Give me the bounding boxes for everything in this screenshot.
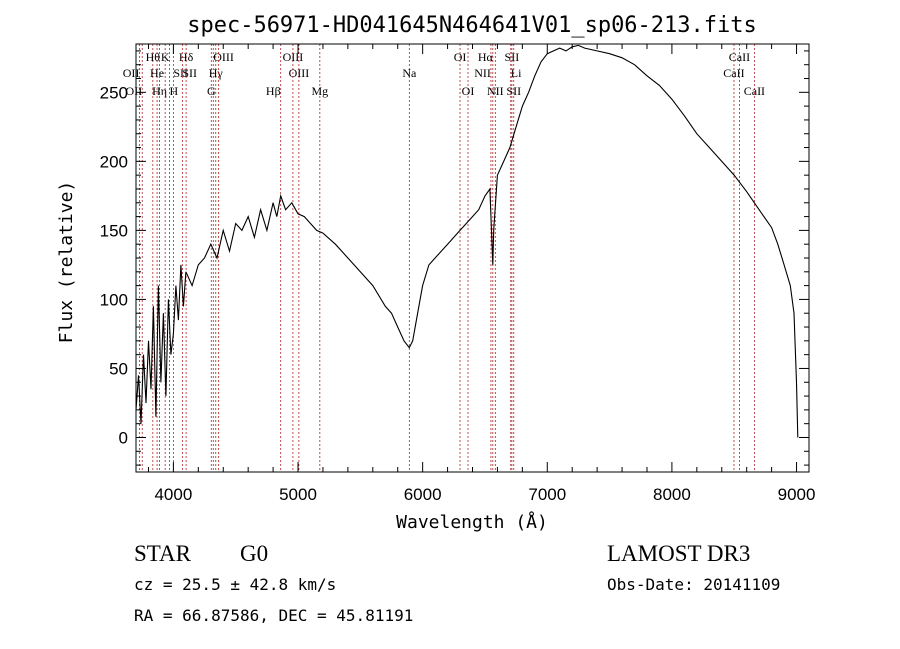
class-label: STAR <box>134 541 192 566</box>
y-tick-label: 200 <box>100 152 128 171</box>
spectral-lines: OIIOIIHθHeHηKHSIIHδSIIGOIIIHγHβOIIIOIIIM… <box>123 44 765 472</box>
y-tick-label: 0 <box>119 428 128 447</box>
line-label: Hθ <box>146 50 161 64</box>
line-label: OI <box>454 50 467 64</box>
axis-ticks: 4000 5000 6000 7000 8000 9000 0 50 100 150 200 250 <box>100 44 816 504</box>
line-label: NII <box>474 66 491 80</box>
line-label: OI <box>462 84 475 98</box>
line-label: OIII <box>283 50 304 64</box>
line-label: CaII <box>723 66 744 80</box>
line-label: CaII <box>729 50 750 64</box>
line-label: CaII <box>744 84 765 98</box>
cz-readout: cz = 25.5 ± 42.8 km/s <box>134 575 336 594</box>
line-label: Hγ <box>209 66 224 80</box>
line-label: Na <box>402 66 417 80</box>
survey-label: LAMOST DR3 <box>607 541 750 566</box>
line-label: OII <box>126 84 143 98</box>
subclass-label: G0 <box>240 541 268 566</box>
y-axis-label: Flux (relative) <box>56 181 77 344</box>
y-tick-label: 100 <box>100 290 128 309</box>
line-label: K <box>161 50 170 64</box>
line-label: NII <box>487 84 504 98</box>
line-label: SII <box>173 66 188 80</box>
line-label: SII <box>505 50 520 64</box>
line-label: H <box>170 84 179 98</box>
line-label: Mg <box>311 84 328 98</box>
line-label: Hδ <box>179 50 194 64</box>
radec-readout: RA = 66.87586, DEC = 45.81191 <box>134 606 413 625</box>
y-tick-label: 150 <box>100 221 128 240</box>
line-label: G <box>207 84 216 98</box>
y-tick-label: 50 <box>109 359 128 378</box>
line-label: OIII <box>289 66 310 80</box>
x-tick-label: 8000 <box>653 485 691 504</box>
line-label: SII <box>182 66 197 80</box>
line-label: SII <box>506 84 521 98</box>
chart-title: spec-56971-HD041645N464641V01_sp06-213.f… <box>187 13 757 38</box>
y-tick-label: 250 <box>100 83 128 102</box>
line-label: OIII <box>213 50 234 64</box>
x-tick-label: 4000 <box>154 485 192 504</box>
line-label: Hη <box>152 84 167 98</box>
plot-frame <box>135 43 810 473</box>
x-tick-label: 5000 <box>279 485 317 504</box>
x-axis-label: Wavelength (Å) <box>396 511 548 533</box>
line-label: Li <box>511 66 522 80</box>
x-tick-label: 7000 <box>528 485 566 504</box>
obs-date: Obs-Date: 20141109 <box>607 575 780 594</box>
line-label: OII <box>123 66 140 80</box>
line-label: Hα <box>478 50 494 64</box>
x-tick-label: 9000 <box>778 485 816 504</box>
line-label: Hβ <box>266 84 281 98</box>
flux-line <box>135 44 799 438</box>
x-tick-label: 6000 <box>404 485 442 504</box>
line-label: He <box>150 66 164 80</box>
flux-series <box>135 44 799 438</box>
